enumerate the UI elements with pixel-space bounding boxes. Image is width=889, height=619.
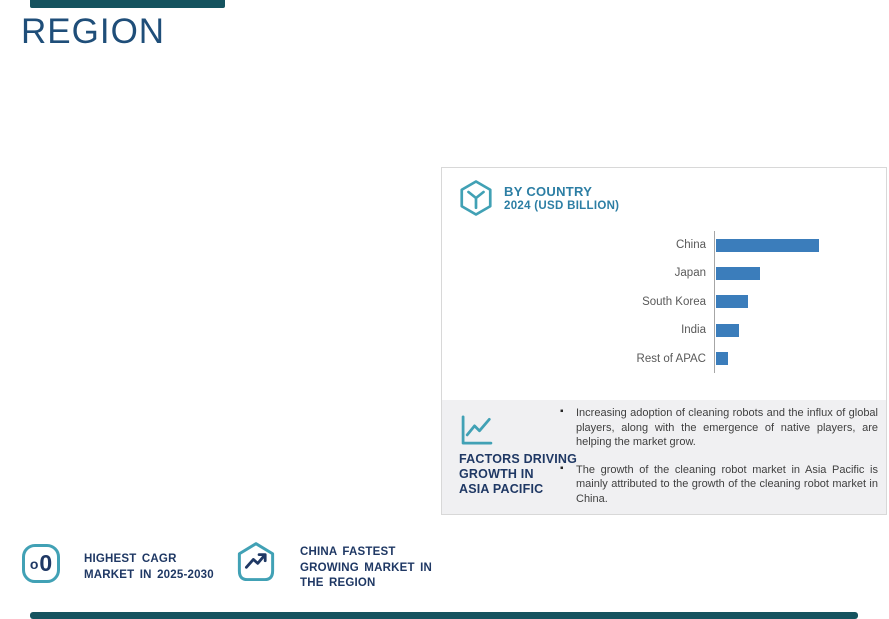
page-title: REGION xyxy=(21,12,166,51)
text-line: ASIA PACIFIC xyxy=(459,482,544,496)
top-accent-bar xyxy=(30,0,225,8)
text-line: HIGHEST CAGR xyxy=(84,553,177,565)
by-country-card: BY COUNTRY 2024 (USD BILLION) China Japan… xyxy=(441,167,887,515)
chart-bar xyxy=(716,266,760,280)
cagr-icon-glyph-small: o xyxy=(29,555,39,572)
text-line: MARKET IN 2025-2030 xyxy=(84,568,214,581)
text-line: CHINA FASTEST xyxy=(300,546,396,558)
factors-heading: FACTORS DRIVING GROWTH IN ASIA PACIFIC xyxy=(459,452,577,497)
factor-bullet: The growth of the cleaning robot market … xyxy=(560,462,878,507)
chart-bar xyxy=(716,295,748,309)
chart-bar xyxy=(716,323,739,337)
chart-category-label: China xyxy=(675,239,706,251)
text-line: GROWING MARKET IN xyxy=(300,561,432,574)
chart-row: South Korea xyxy=(442,288,886,316)
text-line: THE REGION xyxy=(300,577,376,589)
chart-row: Rest of APAC xyxy=(442,345,886,373)
card-title: BY COUNTRY xyxy=(504,184,593,199)
hexagon-box-icon xyxy=(458,179,494,217)
factor-bullet: Increasing adoption of cleaning robots a… xyxy=(560,405,878,450)
card-header-text: BY COUNTRY 2024 (USD BILLION) xyxy=(504,184,619,212)
chart-axis-line xyxy=(714,231,715,373)
chart-category-label: South Korea xyxy=(642,295,706,308)
line-chart-icon xyxy=(459,413,495,447)
cagr-icon-glyph-large: 0 xyxy=(39,550,53,576)
chart-row: India xyxy=(442,316,886,344)
card-subtitle: 2024 (USD BILLION) xyxy=(504,200,620,212)
bottom-accent-bar xyxy=(30,612,858,619)
chart-category-label: India xyxy=(681,324,706,337)
chart-category-label: Rest of APAC xyxy=(636,352,706,365)
china-fastest-label: CHINA FASTEST GROWING MARKET IN THE REGION xyxy=(300,545,432,592)
highest-cagr-label: HIGHEST CAGR MARKET IN 2025-2030 xyxy=(84,552,214,583)
card-header: BY COUNTRY 2024 (USD BILLION) xyxy=(458,179,619,217)
text-line: GROWTH IN xyxy=(459,467,534,481)
chart-bar xyxy=(716,352,728,366)
cagr-gauge-icon: o 0 xyxy=(22,544,60,583)
chart-row: China xyxy=(442,231,886,259)
trending-up-home-icon xyxy=(235,541,277,584)
chart-category-label: Japan xyxy=(674,267,706,280)
chart-bar xyxy=(716,238,819,252)
factors-bullets: Increasing adoption of cleaning robots a… xyxy=(560,405,878,519)
text-line: FACTORS DRIVING xyxy=(459,452,578,466)
chart-row: Japan xyxy=(442,259,886,287)
country-bar-chart: China Japan South Korea India Rest of APAC xyxy=(442,231,886,373)
